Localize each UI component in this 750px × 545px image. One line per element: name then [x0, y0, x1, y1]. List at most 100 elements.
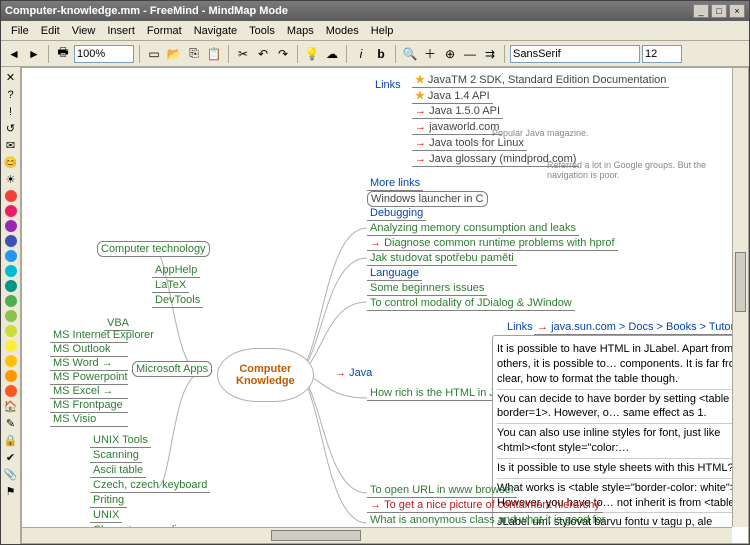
left-node[interactable]: DevTools: [152, 293, 203, 308]
palette-icon[interactable]: ⚑: [4, 485, 18, 499]
cloud-icon[interactable]: ☁: [323, 45, 341, 63]
palette-color[interactable]: [5, 295, 17, 307]
back-icon[interactable]: ◄: [5, 45, 23, 63]
palette-color[interactable]: [5, 220, 17, 232]
node-sub-icon[interactable]: ⇉: [481, 45, 499, 63]
left-node[interactable]: MS Powerpoint: [50, 370, 128, 385]
link-item[interactable]: Java 1.5.0 API: [412, 104, 503, 119]
open-icon[interactable]: 📂: [165, 45, 183, 63]
palette-icon[interactable]: ✕: [4, 71, 18, 85]
size-select[interactable]: [642, 45, 682, 63]
palette-icon[interactable]: ?: [4, 88, 18, 102]
node-java[interactable]: Java: [332, 366, 375, 380]
java-node[interactable]: Diagnose common runtime problems with hp…: [367, 236, 618, 251]
node-microsoft-apps[interactable]: Microsoft Apps: [132, 361, 212, 377]
palette-icon[interactable]: 🏠: [4, 400, 18, 414]
menu-help[interactable]: Help: [365, 23, 400, 39]
left-node[interactable]: MS Outlook: [50, 342, 128, 357]
bold-icon[interactable]: b: [372, 45, 390, 63]
palette-color[interactable]: [5, 250, 17, 262]
palette-icon[interactable]: ✎: [4, 417, 18, 431]
menu-tools[interactable]: Tools: [243, 23, 281, 39]
left-node[interactable]: Priting: [90, 493, 127, 508]
menu-file[interactable]: File: [5, 23, 35, 39]
node-edge-icon[interactable]: —: [461, 45, 479, 63]
java-node[interactable]: More links: [367, 176, 423, 191]
font-select[interactable]: [510, 45, 640, 63]
minimize-button[interactable]: _: [693, 4, 709, 18]
node-links[interactable]: Links: [372, 78, 404, 92]
node-how-rich-link-url[interactable]: java.sun.com > Docs > Books > Tutorial >…: [534, 320, 749, 335]
mindmap-canvas[interactable]: Computer Knowledge Java Links JavaTM 2 S…: [22, 68, 748, 543]
link-item[interactable]: JavaTM 2 SDK, Standard Edition Documenta…: [412, 72, 669, 88]
java-node[interactable]: To refresh a frame, e.g. after FileChoos…: [367, 543, 607, 544]
idea-icon[interactable]: 💡: [303, 45, 321, 63]
java-node[interactable]: Some beginners issues: [367, 281, 487, 296]
left-node[interactable]: Czech, czech keyboard: [90, 478, 210, 493]
redo-icon[interactable]: ↷: [274, 45, 292, 63]
left-node[interactable]: AppHelp: [152, 263, 200, 278]
palette-icon[interactable]: ☀: [4, 173, 18, 187]
left-node[interactable]: Scanning: [90, 448, 142, 463]
menu-modes[interactable]: Modes: [320, 23, 365, 39]
palette-icon[interactable]: !: [4, 105, 18, 119]
print-icon[interactable]: 🖶: [54, 45, 72, 63]
palette-color[interactable]: [5, 310, 17, 322]
palette-color[interactable]: [5, 370, 17, 382]
italic-icon[interactable]: i: [352, 45, 370, 63]
palette-color[interactable]: [5, 340, 17, 352]
node-computer-technology[interactable]: Computer technology: [97, 241, 210, 257]
left-node[interactable]: MS Visio: [50, 412, 128, 427]
palette-color[interactable]: [5, 355, 17, 367]
link-item[interactable]: javaworld.com: [412, 120, 502, 135]
menu-insert[interactable]: Insert: [101, 23, 141, 39]
palette-icon[interactable]: 😊: [4, 156, 18, 170]
palette-color[interactable]: [5, 385, 17, 397]
palette-color[interactable]: [5, 280, 17, 292]
copy-icon[interactable]: ⎘: [185, 45, 203, 63]
java-node[interactable]: To open URL in www browser: [367, 483, 517, 498]
new-doc-icon[interactable]: ▭: [145, 45, 163, 63]
node-child-icon[interactable]: ⊕: [441, 45, 459, 63]
palette-icon[interactable]: ✔: [4, 451, 18, 465]
v-scroll-thumb[interactable]: [735, 252, 746, 312]
find-icon[interactable]: 🔍: [401, 45, 419, 63]
java-node[interactable]: Debugging: [367, 206, 426, 221]
java-node[interactable]: What is anonymous class and what it is g…: [367, 513, 608, 528]
forward-icon[interactable]: ►: [25, 45, 43, 63]
left-node[interactable]: MS Excel →: [50, 384, 128, 399]
palette-color[interactable]: [5, 265, 17, 277]
paste-icon[interactable]: 📋: [205, 45, 223, 63]
undo-icon[interactable]: ↶: [254, 45, 272, 63]
palette-icon[interactable]: 🔒: [4, 434, 18, 448]
palette-icon[interactable]: ↺: [4, 122, 18, 136]
h-scroll-thumb[interactable]: [271, 530, 361, 541]
node-how-rich-links-label[interactable]: Links: [504, 320, 536, 334]
menu-maps[interactable]: Maps: [281, 23, 320, 39]
java-node[interactable]: Language: [367, 266, 422, 281]
vertical-scrollbar[interactable]: [732, 68, 748, 527]
java-node[interactable]: Windows launcher in C: [367, 191, 488, 207]
left-node[interactable]: UNIX Tools: [90, 433, 151, 448]
horizontal-scrollbar[interactable]: [22, 527, 732, 543]
left-node[interactable]: MS Internet Explorer: [50, 328, 128, 343]
java-node[interactable]: To get a nice picture of contaiment hier…: [367, 498, 603, 513]
menu-edit[interactable]: Edit: [35, 23, 66, 39]
menu-view[interactable]: View: [66, 23, 102, 39]
java-node[interactable]: Analyzing memory consumption and leaks: [367, 221, 579, 236]
java-node[interactable]: Jak studovat spotřebu paměti: [367, 251, 517, 266]
left-node[interactable]: MS Word →: [50, 356, 128, 371]
root-node[interactable]: Computer Knowledge: [217, 348, 314, 402]
left-node[interactable]: LaTeX: [152, 278, 189, 293]
left-node[interactable]: Ascii table: [90, 463, 146, 478]
zoom-select[interactable]: [74, 45, 134, 63]
menu-format[interactable]: Format: [141, 23, 188, 39]
menu-navigate[interactable]: Navigate: [188, 23, 243, 39]
cut-icon[interactable]: ✂: [234, 45, 252, 63]
palette-color[interactable]: [5, 235, 17, 247]
left-node[interactable]: MS Frontpage: [50, 398, 128, 413]
node-add-icon[interactable]: ＋: [421, 45, 439, 63]
link-item[interactable]: Java tools for Linux: [412, 136, 527, 151]
maximize-button[interactable]: □: [711, 4, 727, 18]
left-node[interactable]: UNIX: [90, 508, 122, 523]
